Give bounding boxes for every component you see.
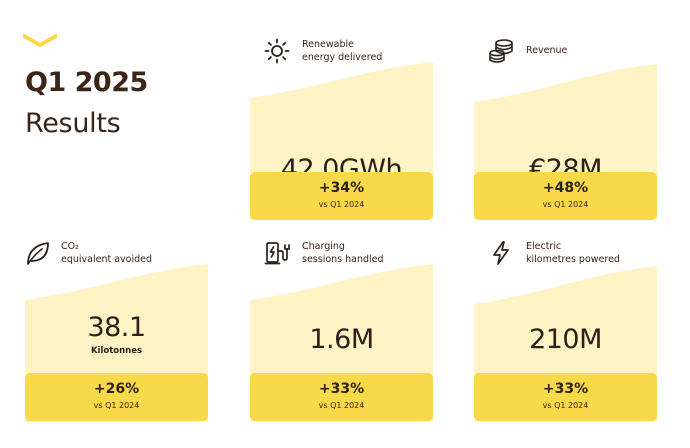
lightning-icon <box>493 241 509 265</box>
metric-label: Charging <box>302 241 345 252</box>
metric-header: Revenue <box>474 36 657 80</box>
metric-value: 210M <box>529 324 602 355</box>
metric-header: Charging sessions handled <box>250 236 433 280</box>
metric-label: sessions handled <box>302 254 384 265</box>
metric-change: +33% <box>318 381 365 397</box>
chevron-logo-icon <box>23 34 57 47</box>
metric-card-renewable-energy: Renewable energy delivered 42.0GWh +34% … <box>250 36 433 220</box>
metric-card-electric-kilometres: Electric kilometres powered 210M +33% vs… <box>474 236 657 422</box>
metric-comparison: vs Q1 2024 <box>542 200 589 209</box>
metric-label: Revenue <box>526 45 568 56</box>
metric-panel: 38.1 Kilotonnes +26% vs Q1 2024 <box>25 264 208 422</box>
metric-change: +34% <box>318 180 365 196</box>
metric-comparison: vs Q1 2024 <box>318 200 365 209</box>
metric-panel: 1.6M +33% vs Q1 2024 <box>250 264 433 422</box>
metric-label: Renewable <box>302 39 354 50</box>
metric-change-box: +33% vs Q1 2024 <box>250 373 433 421</box>
sun-icon <box>264 38 290 64</box>
metric-card-charging-sessions: Charging sessions handled 1.6M +33% vs Q… <box>250 236 433 422</box>
ev-charger-icon <box>264 242 290 265</box>
metric-value: 1.6M <box>309 324 374 355</box>
metric-change-box: +48% vs Q1 2024 <box>474 172 657 220</box>
metric-change-box: +33% vs Q1 2024 <box>474 373 657 421</box>
metric-header: Electric kilometres powered <box>474 236 657 280</box>
metric-change: +33% <box>542 381 589 397</box>
metric-change-box: +26% vs Q1 2024 <box>25 373 208 421</box>
metric-label: energy delivered <box>302 52 383 63</box>
metric-card-revenue: Revenue €28M +48% vs Q1 2024 <box>474 36 657 220</box>
metric-change-box: +34% vs Q1 2024 <box>250 172 433 220</box>
metric-label: CO₂ <box>61 241 79 252</box>
metric-comparison: vs Q1 2024 <box>318 401 365 410</box>
metric-panel: 42.0GWh +34% vs Q1 2024 <box>250 62 433 220</box>
metric-label: equivalent avoided <box>61 254 153 265</box>
metric-panel: €28M +48% vs Q1 2024 <box>474 62 657 220</box>
coins-icon <box>489 39 513 63</box>
metric-card-co2-avoided: CO₂ equivalent avoided 38.1 Kilotonnes +… <box>25 236 208 422</box>
metric-comparison: vs Q1 2024 <box>93 401 140 410</box>
metric-label: kilometres powered <box>526 254 620 265</box>
metric-value: 38.1 <box>87 312 146 343</box>
metric-panel: 210M +33% vs Q1 2024 <box>474 264 657 422</box>
page-subtitle: Results <box>25 108 121 139</box>
leaf-icon <box>27 242 49 265</box>
page-title: Q1 2025 <box>25 67 148 98</box>
metric-change: +26% <box>93 381 140 397</box>
metric-unit: Kilotonnes <box>90 346 143 356</box>
metric-header: CO₂ equivalent avoided <box>25 236 208 280</box>
metric-comparison: vs Q1 2024 <box>542 401 589 410</box>
metric-header: Renewable energy delivered <box>250 36 433 80</box>
metric-label: Electric <box>526 241 562 252</box>
metric-change: +48% <box>542 180 589 196</box>
